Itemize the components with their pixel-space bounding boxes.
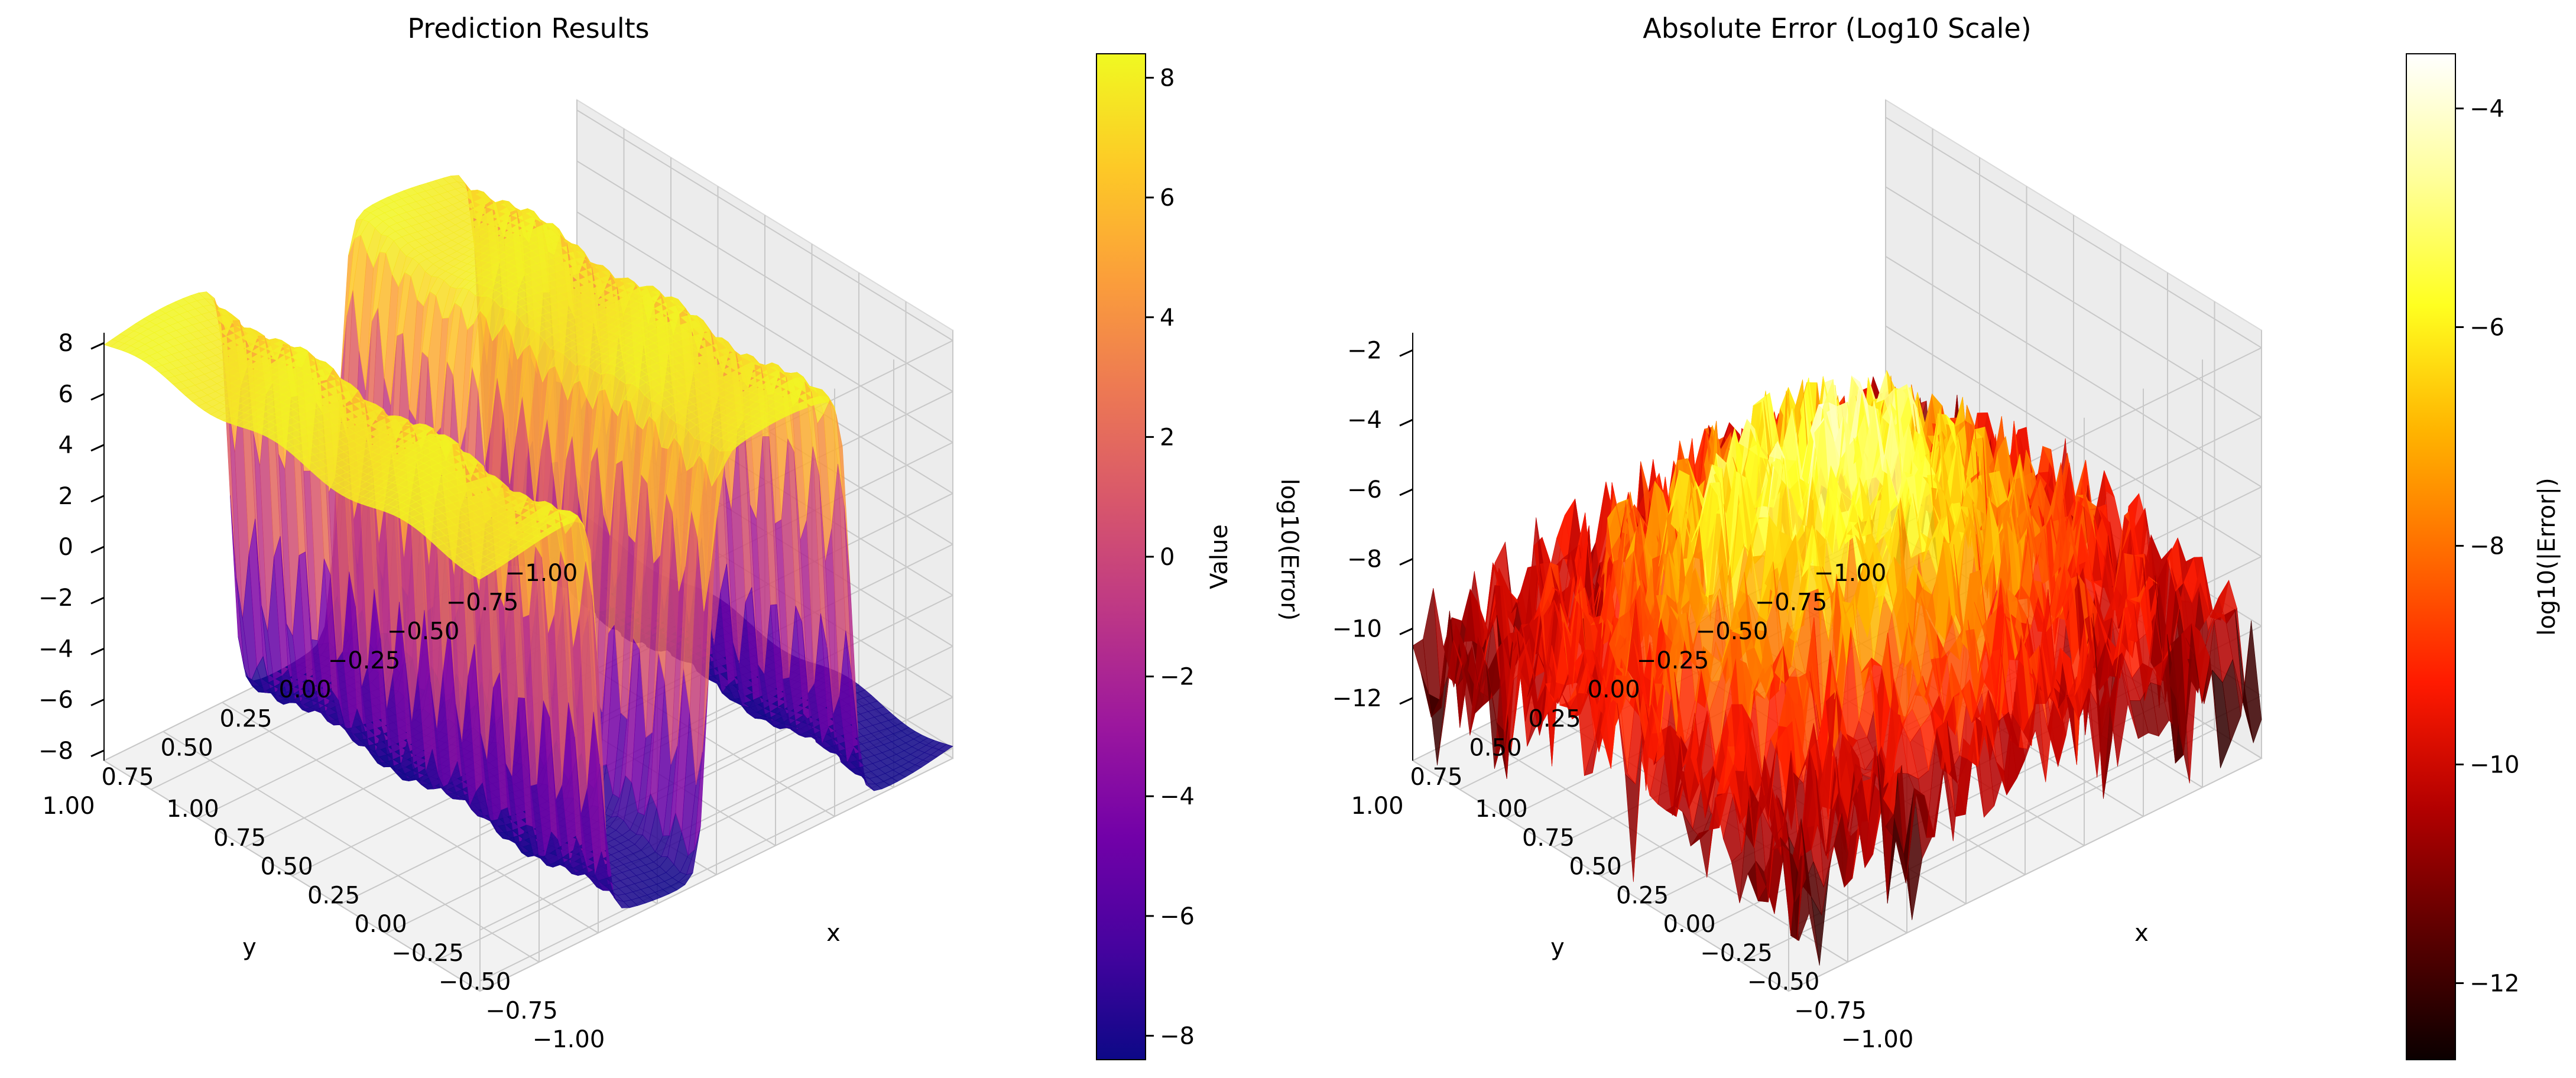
colorbar-tick-label: 2 xyxy=(1160,424,1175,451)
z-tick-label: −8 xyxy=(38,738,73,765)
z-tick-labels: 8 6 4 2 0 −2 −4 −6 −8 xyxy=(38,330,105,765)
grid-line xyxy=(576,109,953,342)
colorbar-tick-label: 0 xyxy=(1160,544,1175,571)
colorbar-tick-label: −8 xyxy=(1160,1022,1195,1050)
z-tick-mark xyxy=(90,342,105,350)
x-tick-label: 0.00 xyxy=(354,911,407,938)
x-tick-label: 0.50 xyxy=(260,853,313,881)
z-tick-mark xyxy=(90,546,105,554)
z-tick-mark xyxy=(90,596,105,605)
z-tick-label: 2 xyxy=(59,483,73,510)
prediction-results-chart: Prediction Results −1.00−0.75−0.50−0.250… xyxy=(38,12,1233,1060)
z-tick-mark xyxy=(90,699,105,706)
colorbar-ticks: 8 6 4 2 0 −2 −4 −6 −8 xyxy=(1146,65,1195,1050)
y-tick-label: 0.50 xyxy=(160,735,213,762)
grid-line xyxy=(576,160,953,392)
x-tick-label: 1.00 xyxy=(166,795,219,823)
y-tick-label: −0.25 xyxy=(328,647,401,674)
z-tick-label: −6 xyxy=(38,687,73,714)
chart-title: Prediction Results xyxy=(407,12,649,44)
x-tick-label: 0.75 xyxy=(213,824,266,852)
y-tick-label: −0.50 xyxy=(387,618,460,645)
x-tick-label: −1.00 xyxy=(533,1026,605,1053)
z-tick-label: 6 xyxy=(59,381,73,408)
z-tick-mark xyxy=(90,749,105,758)
x-tick-label: −0.50 xyxy=(439,969,511,996)
z-tick-mark xyxy=(90,393,105,401)
y-tick-label: 1.00 xyxy=(42,793,95,820)
y-tick-label: 0.25 xyxy=(219,705,272,732)
colorbar-label: Value xyxy=(1206,524,1233,589)
grid-line xyxy=(576,211,953,443)
colorbar-tick-label: −6 xyxy=(1160,903,1195,930)
colorbar-tick-label: −2 xyxy=(1160,664,1195,691)
chart-title: Absolute Error (Log10 Scale) xyxy=(1643,12,2031,44)
colorbar xyxy=(1096,53,1146,1060)
colorbar-tick-label: 8 xyxy=(1160,65,1175,92)
grid-line xyxy=(103,760,481,992)
z-tick-label: 8 xyxy=(59,330,73,357)
colorbar-tick-label: 4 xyxy=(1160,304,1175,332)
y-tick-label: 0.75 xyxy=(101,764,154,791)
z-tick-label: 0 xyxy=(59,534,73,561)
x-axis-label: x xyxy=(826,920,841,947)
z-tick-label: −2 xyxy=(38,585,73,612)
x-tick-label: −0.75 xyxy=(485,997,558,1024)
grid-line xyxy=(163,730,540,963)
grid-line xyxy=(222,702,599,934)
y-tick-label: −1.00 xyxy=(505,560,578,587)
z-tick-label: −4 xyxy=(38,635,73,663)
x-tick-label: 0.25 xyxy=(307,882,360,909)
colorbar-tick-label: 6 xyxy=(1160,184,1175,212)
z-tick-mark xyxy=(90,495,105,503)
y-tick-label: −0.75 xyxy=(446,589,519,616)
z-tick-mark xyxy=(90,444,105,452)
z-tick-label: 4 xyxy=(59,432,73,459)
y-axis-label: y xyxy=(242,934,257,961)
x-tick-label: −0.25 xyxy=(391,940,464,967)
colorbar-tick-label: −4 xyxy=(1160,783,1195,810)
surface-plot xyxy=(103,175,953,908)
z-tick-mark xyxy=(90,648,105,655)
absolute-error-chart: Absolute Error (Log10 Scale) −1.00−0.75−… xyxy=(1276,12,2561,1060)
y-tick-label: 0.00 xyxy=(278,676,331,703)
